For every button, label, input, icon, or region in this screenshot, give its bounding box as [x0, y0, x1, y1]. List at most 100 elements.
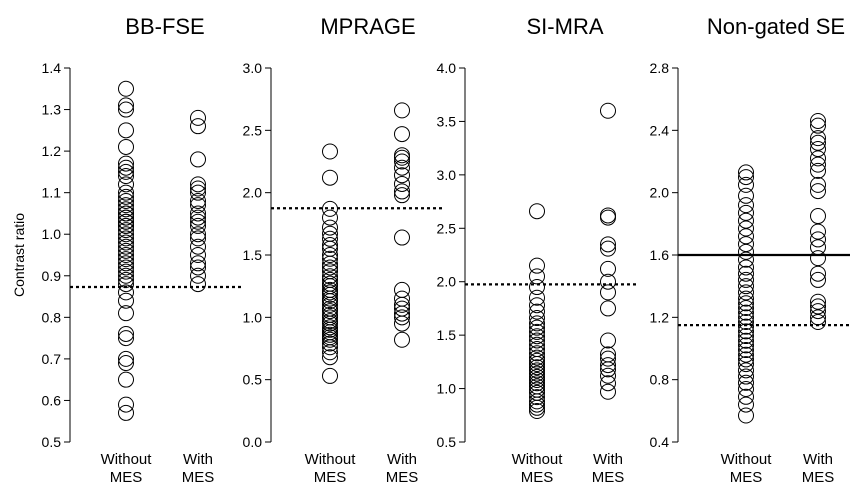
data-point — [810, 271, 826, 288]
x-category-label: Without MES — [721, 451, 773, 486]
data-point — [118, 234, 134, 251]
data-point — [190, 255, 206, 272]
data-point — [529, 372, 545, 389]
data-point — [118, 396, 134, 413]
data-point — [529, 328, 545, 345]
data-point — [529, 310, 545, 327]
data-point — [118, 138, 134, 155]
data-point — [738, 381, 754, 398]
data-point — [190, 217, 206, 234]
y-tick-label: 4.0 — [437, 60, 457, 76]
data-point — [600, 350, 616, 367]
data-point — [118, 242, 134, 259]
data-point — [118, 404, 134, 421]
data-point — [529, 345, 545, 362]
data-point — [738, 228, 754, 245]
x-category-label-line: MES — [182, 469, 215, 486]
data-point — [190, 213, 206, 230]
data-point — [118, 159, 134, 176]
data-point — [118, 176, 134, 193]
data-point — [322, 286, 338, 303]
data-point — [118, 230, 134, 247]
data-point — [810, 223, 826, 240]
data-point — [322, 250, 338, 267]
y-tick-label: 1.5 — [243, 247, 263, 263]
data-point — [322, 349, 338, 366]
panel-title: BB-FSE — [125, 14, 204, 39]
data-point — [529, 203, 545, 220]
data-point — [322, 335, 338, 352]
data-point — [118, 197, 134, 214]
data-point — [600, 209, 616, 226]
data-point — [118, 168, 134, 185]
data-point — [810, 117, 826, 134]
data-point — [529, 336, 545, 353]
data-point — [529, 396, 545, 413]
data-point — [394, 296, 410, 313]
data-point — [810, 265, 826, 282]
data-point — [118, 188, 134, 205]
data-point — [738, 204, 754, 221]
y-tick-label: 0.0 — [243, 434, 263, 450]
data-point — [738, 323, 754, 340]
y-tick-label: 3.0 — [243, 60, 263, 76]
data-point — [118, 251, 134, 268]
data-point — [810, 183, 826, 200]
data-point — [118, 355, 134, 372]
data-point — [190, 230, 206, 247]
data-point — [118, 276, 134, 293]
x-category-label-line: MES — [110, 469, 143, 486]
y-tick-label: 0.5 — [243, 372, 263, 388]
data-point — [529, 359, 545, 376]
data-point — [118, 201, 134, 218]
data-point — [190, 205, 206, 222]
y-tick-label: 2.8 — [650, 60, 670, 76]
data-point — [190, 209, 206, 226]
y-tick-label: 2.4 — [650, 122, 670, 138]
x-category-label: With MES — [802, 451, 835, 486]
data-point — [190, 238, 206, 255]
data-point — [738, 362, 754, 379]
data-point — [738, 304, 754, 321]
data-point — [394, 167, 410, 184]
data-point — [118, 226, 134, 243]
data-point — [738, 388, 754, 405]
data-point — [322, 219, 338, 236]
data-point — [600, 273, 616, 290]
y-tick-label: 3.0 — [437, 167, 457, 183]
data-point — [118, 155, 134, 172]
data-point — [810, 293, 826, 310]
y-tick-label: 2.0 — [437, 274, 457, 290]
data-point — [118, 263, 134, 280]
data-point — [738, 290, 754, 307]
data-point — [810, 134, 826, 151]
data-point — [600, 367, 616, 384]
data-point — [394, 309, 410, 326]
y-tick-label: 2.0 — [243, 185, 263, 201]
x-category-label-line: Without — [721, 451, 773, 468]
data-point — [529, 389, 545, 406]
x-category-label-line: MES — [521, 469, 554, 486]
data-point — [529, 315, 545, 332]
data-point — [190, 184, 206, 201]
data-point — [118, 267, 134, 284]
x-category-label-line: Without — [512, 451, 564, 468]
data-point — [738, 374, 754, 391]
x-category-label-line: With — [593, 451, 623, 468]
data-point — [738, 351, 754, 368]
y-axis-label: Contrast ratio — [11, 213, 27, 297]
data-point — [738, 271, 754, 288]
data-point — [810, 112, 826, 129]
data-point — [529, 323, 545, 340]
data-point — [118, 222, 134, 239]
data-point — [529, 289, 545, 306]
x-category-label: Without MES — [101, 451, 153, 486]
data-point — [738, 220, 754, 237]
y-tick-label: 2.5 — [243, 122, 263, 138]
data-point — [810, 130, 826, 147]
data-point — [738, 328, 754, 345]
data-point — [738, 278, 754, 295]
data-point — [322, 209, 338, 226]
